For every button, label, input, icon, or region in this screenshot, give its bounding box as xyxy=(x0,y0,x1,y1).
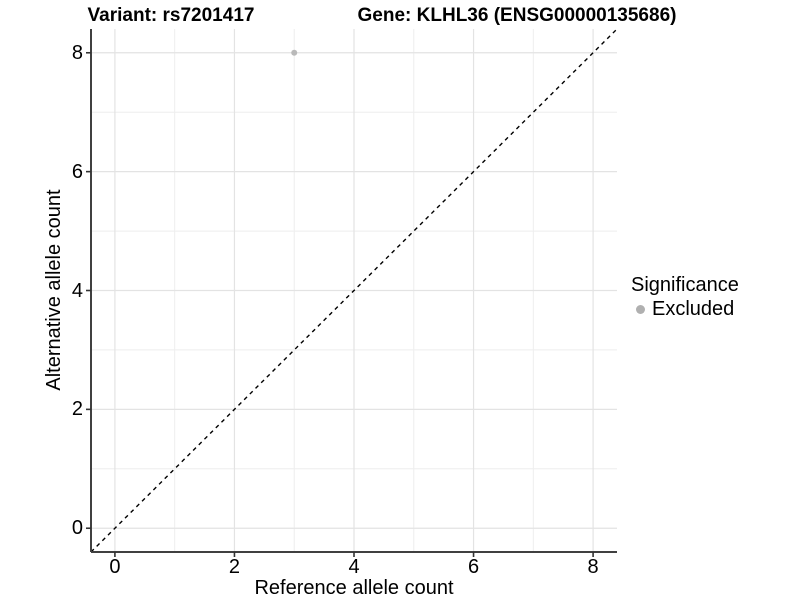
x-tick-label: 0 xyxy=(109,556,121,578)
legend-item-excluded: Excluded xyxy=(631,297,739,321)
y-tick-label: 2 xyxy=(71,398,83,421)
data-point-excluded xyxy=(291,49,298,56)
plot-title-variant: Variant: rs7201417 xyxy=(87,5,255,26)
y-tick-label: 6 xyxy=(71,160,83,183)
y-tick-label: 0 xyxy=(71,517,83,540)
x-tick-label: 8 xyxy=(587,556,599,578)
y-tick-label: 4 xyxy=(71,279,83,302)
x-tick-label: 4 xyxy=(348,556,360,578)
identity-dashed-line xyxy=(90,28,618,553)
plot-panel xyxy=(86,28,618,557)
legend-title: Significance xyxy=(631,274,739,296)
legend: Significance Excluded xyxy=(631,273,739,321)
x-axis-title: Reference allele count xyxy=(254,577,454,599)
x-tick-label: 6 xyxy=(467,556,480,578)
plot-title-gene: Gene: KLHL36 (ENSG00000135686) xyxy=(357,5,677,26)
x-tick-label: 2 xyxy=(228,556,241,578)
legend-key-circle-icon xyxy=(636,305,645,314)
legend-items: Excluded xyxy=(631,297,739,321)
y-tick-label: 8 xyxy=(71,41,83,64)
legend-item-label: Excluded xyxy=(652,298,735,320)
